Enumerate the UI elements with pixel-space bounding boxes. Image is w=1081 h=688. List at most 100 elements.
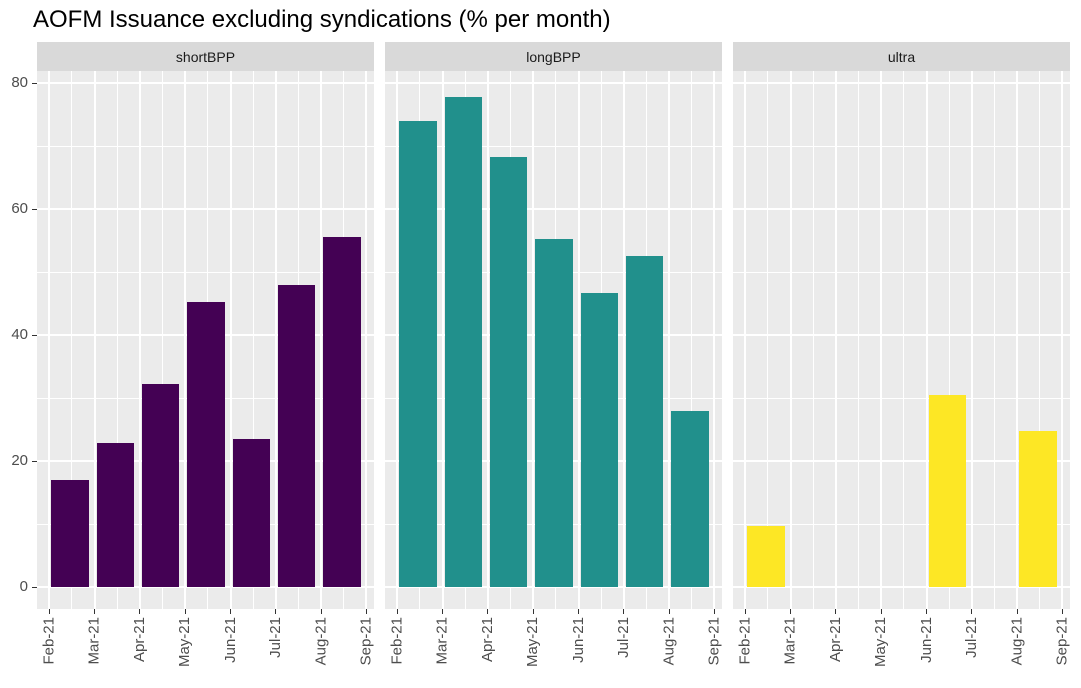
gridline-minor-horizontal <box>733 523 1070 525</box>
y-axis-tick-label: 60 <box>11 200 28 217</box>
gridline-major-vertical <box>880 71 883 609</box>
bar-longBPP-Jul-21 <box>625 255 664 587</box>
gridline-minor-vertical <box>812 71 814 609</box>
gridline-major-horizontal <box>385 208 722 210</box>
gridline-minor-horizontal <box>37 145 374 147</box>
gridline-major-vertical <box>1016 71 1019 609</box>
x-axis-tick-label: Jul-21 <box>252 617 284 681</box>
x-axis-tick-label: Sep-21 <box>342 617 374 681</box>
gridline-minor-vertical <box>903 71 905 609</box>
x-axis-tick-label-text: Aug-21 <box>1008 617 1026 666</box>
x-axis-tick-label-text: Jul-21 <box>266 617 284 658</box>
gridline-minor-horizontal <box>37 271 374 273</box>
x-axis-tick-label-text: Aug-21 <box>660 617 678 666</box>
gridline-major-vertical <box>622 71 625 609</box>
bar-shortBPP-May-21 <box>187 302 225 587</box>
gridline-major-vertical <box>789 71 792 609</box>
y-axis-tick-label: 80 <box>11 74 28 91</box>
x-axis-tick-mark <box>396 609 398 614</box>
x-axis-tick-label: Jul-21 <box>600 617 632 681</box>
gridline-minor-vertical <box>1039 71 1041 609</box>
gridline-major-vertical <box>365 71 368 609</box>
x-axis-tick-label-text: May-21 <box>872 617 890 668</box>
gridline-major-vertical <box>744 71 747 609</box>
x-axis-tick-label-text: Mar-21 <box>433 617 451 665</box>
x-axis-tick-label-text: Apr-21 <box>478 617 496 663</box>
gridline-major-vertical <box>184 71 187 609</box>
chart-title: AOFM Issuance excluding syndications (% … <box>33 6 611 33</box>
bar-longBPP-Feb-21 <box>399 120 437 587</box>
x-axis-tick-mark <box>790 609 792 614</box>
bar-longBPP-Mar-21 <box>444 96 483 587</box>
x-axis-tick-mark <box>971 609 973 614</box>
gridline-major-vertical <box>532 71 535 609</box>
x-axis-tick-label: Mar-21 <box>71 617 103 681</box>
gridline-minor-vertical <box>858 71 860 609</box>
facet-strip-longBPP: longBPP <box>385 42 722 71</box>
facet-strip-shortBPP: shortBPP <box>37 42 374 71</box>
gridline-major-vertical <box>1061 71 1064 609</box>
y-axis-tick-mark <box>32 208 37 210</box>
x-axis-tick-mark <box>487 609 489 614</box>
x-axis-tick-label: Aug-21 <box>297 617 329 681</box>
x-axis-tick-label: Mar-21 <box>419 617 451 681</box>
gridline-minor-vertical <box>948 71 950 609</box>
x-axis-tick-label-text: May-21 <box>524 617 542 668</box>
x-axis-tick-label-text: Feb-21 <box>736 617 754 665</box>
gridline-major-vertical <box>668 71 671 609</box>
y-axis-tick-label: 20 <box>11 452 28 469</box>
bar-longBPP-Aug-21 <box>671 410 709 587</box>
gridline-major-horizontal <box>385 586 722 588</box>
x-axis-tick-label-text: Jul-21 <box>614 617 632 658</box>
x-axis-tick-label-text: Sep-21 <box>1053 617 1071 666</box>
gridline-major-vertical <box>396 71 399 609</box>
y-axis-tick-label: 0 <box>19 578 28 595</box>
x-axis-tick-mark <box>668 609 670 614</box>
x-axis-tick-label-text: Jun-21 <box>569 617 587 663</box>
gridline-major-horizontal <box>733 586 1070 588</box>
gridline-minor-vertical <box>116 71 118 609</box>
gridline-minor-horizontal <box>733 397 1070 399</box>
y-axis-tick-mark <box>32 82 37 84</box>
x-axis-tick-mark <box>1061 609 1063 614</box>
facet-strip-label: shortBPP <box>175 48 236 65</box>
gridline-major-vertical <box>925 71 928 609</box>
facet-strip-label: longBPP <box>526 48 581 65</box>
gridline-minor-vertical <box>993 71 995 609</box>
bar-shortBPP-Mar-21 <box>96 443 135 587</box>
x-axis-tick-label-text: Jun-21 <box>221 617 239 663</box>
x-axis-tick-mark <box>623 609 625 614</box>
x-axis-tick-label: Mar-21 <box>767 617 799 681</box>
bar-shortBPP-Jul-21 <box>277 285 316 587</box>
x-axis-tick-mark <box>713 609 715 614</box>
bar-shortBPP-Apr-21 <box>141 383 180 587</box>
gridline-major-vertical <box>713 71 716 609</box>
y-axis-tick-label: 40 <box>11 326 28 343</box>
panel-background-shortBPP <box>37 71 374 609</box>
panel-background-ultra <box>733 71 1070 609</box>
gridline-minor-horizontal <box>733 271 1070 273</box>
x-axis-tick-mark <box>744 609 746 614</box>
x-axis-tick-mark <box>48 609 50 614</box>
bar-longBPP-May-21 <box>535 239 573 587</box>
facet-strip-label: ultra <box>887 48 916 65</box>
gridline-minor-horizontal <box>385 145 722 147</box>
gridline-minor-vertical <box>691 71 693 609</box>
x-axis-tick-label: Sep-21 <box>690 617 722 681</box>
gridline-major-horizontal <box>733 334 1070 336</box>
gridline-major-vertical <box>93 71 96 609</box>
y-axis-tick-mark <box>32 334 37 336</box>
bar-shortBPP-Aug-21 <box>323 237 361 587</box>
bar-shortBPP-Feb-21 <box>51 479 89 587</box>
x-axis-tick-mark <box>926 609 927 614</box>
y-axis-tick-mark <box>32 460 37 462</box>
y-axis-tick-mark <box>32 586 37 588</box>
x-axis-tick-label-text: Aug-21 <box>312 617 330 666</box>
gridline-major-horizontal <box>37 586 374 588</box>
x-axis-tick-mark <box>578 609 579 614</box>
gridline-minor-vertical <box>162 71 164 609</box>
gridline-major-vertical <box>320 71 323 609</box>
x-axis-tick-label-text: Jul-21 <box>962 617 980 658</box>
gridline-major-vertical <box>970 71 973 609</box>
gridline-major-vertical <box>138 71 141 609</box>
